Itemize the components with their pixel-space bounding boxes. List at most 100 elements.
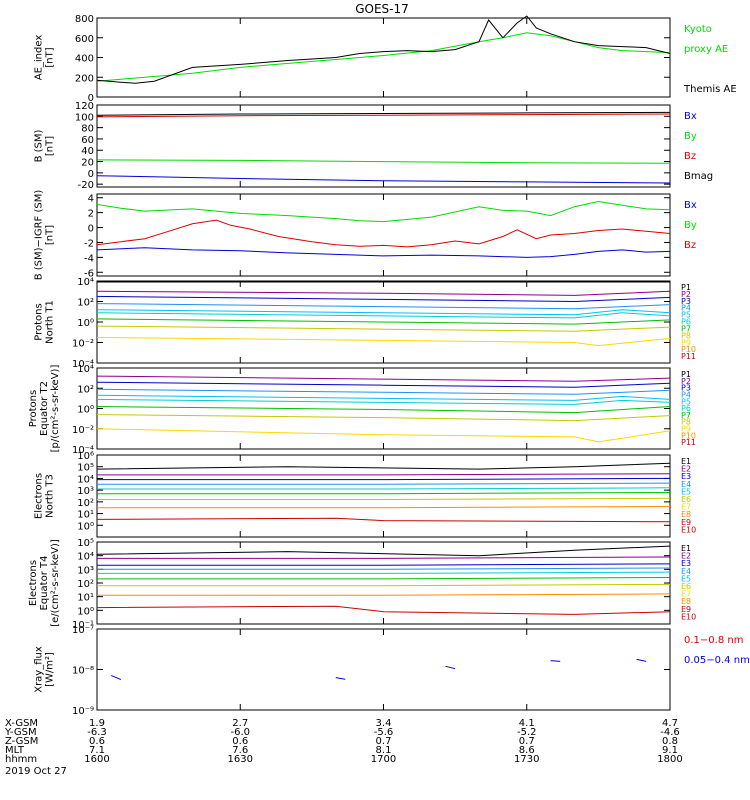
- series-line-Bx: [96, 247, 671, 258]
- y-tick-label: 10⁻⁴: [72, 359, 94, 370]
- y-axis-label: Electrons: [34, 473, 45, 519]
- y-tick-label: 10⁵: [77, 538, 94, 549]
- legend-entry: Bmag: [684, 171, 713, 182]
- time-row-value: 1600: [84, 754, 109, 765]
- legend-entry: P8: [681, 331, 691, 340]
- y-tick-label: 10³: [77, 486, 94, 497]
- legend-entry: E6: [681, 582, 691, 591]
- time-row-label: Z-GSM: [5, 736, 38, 747]
- series-line-Bx: [96, 175, 671, 184]
- time-row-value: 0.7: [519, 736, 535, 747]
- legend-entry: P1: [681, 370, 691, 379]
- time-row-value: 1.9: [89, 718, 105, 729]
- y-tick-label: 10³: [77, 565, 94, 576]
- series-line-P7: [96, 318, 671, 325]
- series-line-P9: [96, 428, 671, 443]
- y-tick-label: 10²: [77, 498, 94, 509]
- y-tick-label: 10¹: [77, 593, 94, 604]
- series-line-E1: [96, 462, 671, 470]
- series-line-E4: [97, 567, 671, 570]
- y-tick-label: 0: [88, 224, 94, 235]
- y-axis-label: Xray_flux: [34, 646, 45, 693]
- y-axis-label: [nT]: [45, 225, 56, 245]
- series-line-P5: [96, 309, 671, 316]
- legend-entry: P9: [681, 425, 691, 434]
- series-line-P6: [96, 398, 671, 405]
- time-row-value: 4.7: [662, 718, 678, 729]
- legend-entry: P6: [681, 318, 691, 327]
- legend-entry: E2: [681, 465, 691, 474]
- y-axis-label: Protons: [34, 303, 45, 340]
- series-line-Bz: [96, 219, 671, 248]
- legend-entry: P3: [681, 384, 691, 393]
- series-line-Kyoto proxy AE: [96, 32, 671, 82]
- series-line-Bmag: [96, 111, 671, 116]
- time-row-value: 1630: [228, 754, 253, 765]
- series-line-P5: [96, 394, 671, 401]
- panel-3: -6 -4 -2 0 2 4 B (SM)−IGRF (SM) [nT] Bx By Bz: [34, 190, 697, 281]
- time-row-label: Y-GSM: [4, 727, 37, 738]
- y-tick-label: 10²: [77, 579, 94, 590]
- panel-7: 10⁻¹ 10⁰ 10¹ 10² 10³ 10⁴ 10⁵ Electrons Equator T…: [28, 538, 696, 631]
- series-line-P9: [96, 336, 671, 347]
- series-line-E8: [97, 593, 671, 596]
- legend-entry: E4: [681, 480, 691, 489]
- legend-entry: P2: [681, 290, 691, 299]
- legend-entry: P11: [681, 352, 696, 361]
- legend-entry: E3: [681, 559, 691, 568]
- time-row-value: -5.2: [517, 727, 537, 738]
- legend-entry: Themis AE: [683, 84, 737, 95]
- time-row-value: 7.1: [89, 745, 105, 756]
- legend-entry: E9: [681, 518, 691, 527]
- legend-entry: E6: [681, 495, 691, 504]
- y-tick-label: 400: [75, 54, 94, 65]
- y-axis-label: Protons: [28, 390, 39, 427]
- time-row-value: 8.1: [376, 745, 392, 756]
- time-row-value: 7.6: [232, 745, 248, 756]
- y-tick-label: 10⁰: [77, 521, 94, 532]
- legend-entry: 0.05−0.4 nm: [684, 655, 750, 666]
- time-row-value: 0.8: [662, 736, 678, 747]
- time-row-value: 0.6: [232, 736, 248, 747]
- y-tick-label: -4: [84, 253, 94, 264]
- legend-entry: 0.1−0.8 nm: [684, 635, 743, 646]
- y-axis-label: B (SM)−IGRF (SM): [34, 190, 45, 281]
- y-tick-label: 10⁴: [77, 474, 94, 485]
- legend-entry: P3: [681, 297, 691, 306]
- y-tick-label: 10⁰: [77, 606, 94, 617]
- y-tick-label: 0: [88, 169, 94, 180]
- series-line-P8: [96, 414, 671, 422]
- y-tick-label: 10⁻⁸: [72, 666, 94, 677]
- series-line-E7: [97, 583, 671, 587]
- series-line-By: [96, 200, 671, 223]
- time-row-label: X-GSM: [5, 718, 38, 729]
- legend-entry: E8: [681, 597, 691, 606]
- figure-title: GOES-17: [355, 2, 409, 16]
- legend-entry: proxy AE: [684, 44, 728, 55]
- legend-entry: E7: [681, 590, 691, 599]
- time-row-value: 0.6: [89, 736, 105, 747]
- legend-entry: P10: [681, 345, 696, 354]
- y-tick-label: -6: [84, 268, 94, 279]
- series-line-P2: [96, 290, 671, 296]
- y-tick-label: 2: [88, 209, 94, 220]
- panel-4: 10⁻⁴ 10⁻² 10⁰ 10² 10⁴ Protons North T1 P1P2P3P4…: [34, 277, 697, 370]
- legend-entry: P6: [681, 404, 691, 413]
- series-line-E1: [96, 545, 671, 557]
- series-line-E2: [97, 556, 671, 559]
- legend-entry: Bx: [684, 200, 697, 211]
- time-row-value: 3.4: [376, 718, 392, 729]
- series-line-E7: [97, 497, 671, 500]
- legend-entry: P1: [681, 283, 691, 292]
- legend-entry: P7: [681, 411, 691, 420]
- y-tick-label: 10⁰: [77, 318, 94, 329]
- series-line-E6: [97, 577, 671, 580]
- panel-8: 10⁻⁹ 10⁻⁸ 10⁻⁷ Xray_flux [W/m²] 0.1−0.8 nm 0.0…: [34, 625, 750, 717]
- series-line-E9: [96, 605, 671, 615]
- legend-entry: P5: [681, 397, 691, 406]
- series-line-By: [96, 159, 671, 164]
- panel-frame: [96, 628, 671, 711]
